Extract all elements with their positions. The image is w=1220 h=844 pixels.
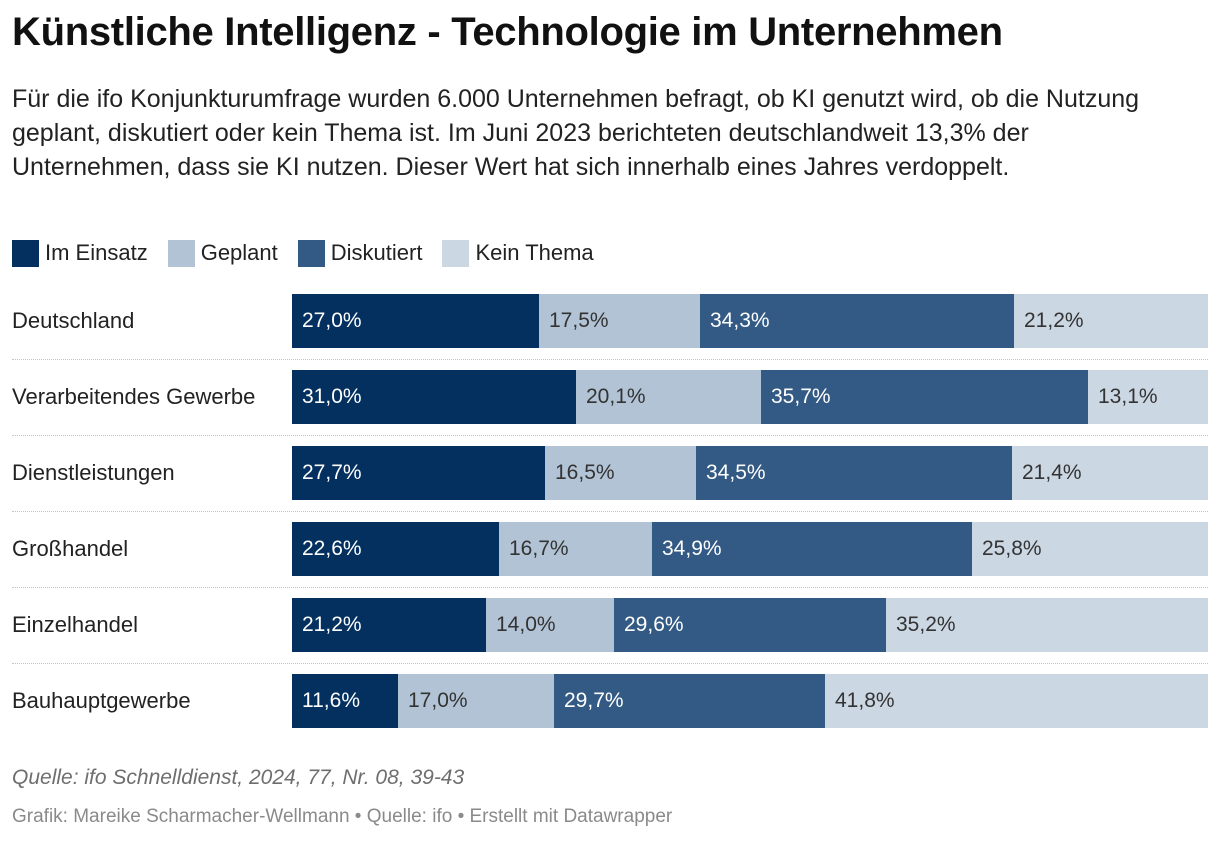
data-label: 21,4% [1022, 461, 1082, 484]
bar-segment: 31,0% [292, 370, 576, 424]
legend-swatch [442, 239, 470, 267]
legend-swatch [12, 239, 39, 267]
bar-segment: 35,2% [886, 598, 1208, 652]
bar-segment: 29,6% [614, 598, 886, 652]
bar-row: Verarbeitendes Gewerbe 31,0% 20,1% 35,7% 13,… [0, 370, 1220, 424]
data-label: 25,8% [982, 537, 1042, 560]
data-label: 13,1% [1098, 385, 1158, 408]
bar-segment: 21,2% [292, 598, 486, 652]
stacked-bar: 21,2% 14,0% 29,6% 35,2% [292, 598, 1208, 652]
bar-row: Großhandel 22,6% 16,7% 34,9% 25,8% [0, 522, 1220, 576]
data-label: 27,0% [302, 309, 362, 332]
stacked-bar: 31,0% 20,1% 35,7% 13,1% [292, 370, 1208, 424]
data-label: 22,6% [302, 537, 362, 560]
bar-segment: 34,3% [700, 294, 1014, 348]
data-label: 29,6% [624, 613, 684, 636]
row-separator [12, 435, 1208, 436]
bar-segment: 11,6% [292, 674, 398, 728]
data-label: 31,0% [302, 385, 362, 408]
category-label: Bauhauptgewerbe [12, 688, 191, 713]
data-label: 14,0% [496, 613, 556, 636]
bar-segment: 25,8% [972, 522, 1208, 576]
legend: Im Einsatz Geplant Diskutiert Kein Thema [12, 238, 614, 268]
legend-label: Im Einsatz [45, 240, 148, 265]
bar-segment: 27,0% [292, 294, 539, 348]
legend-item: Geplant [167, 239, 278, 267]
legend-label: Kein Thema [475, 240, 594, 265]
bar-segment: 14,0% [486, 598, 614, 652]
row-separator [12, 511, 1208, 512]
row-separator [12, 587, 1208, 588]
bar-segment: 16,5% [545, 446, 696, 500]
bar-segment: 21,4% [1012, 446, 1208, 500]
legend-item: Diskutiert [297, 239, 423, 267]
category-label: Dienstleistungen [12, 460, 175, 485]
stacked-bar: 27,7% 16,5% 34,5% 21,4% [292, 446, 1208, 500]
bar-segment: 34,9% [652, 522, 972, 576]
row-separator [12, 359, 1208, 360]
source-note: Quelle: ifo Schnelldienst, 2024, 77, Nr.… [12, 766, 465, 789]
chart-description: Für die ifo Konjunkturumfrage wurden 6.0… [12, 85, 1140, 181]
data-label: 21,2% [302, 613, 362, 636]
bar-segment: 22,6% [292, 522, 499, 576]
data-label: 27,7% [302, 461, 362, 484]
bar-row: Einzelhandel 21,2% 14,0% 29,6% 35,2% [0, 598, 1220, 652]
stacked-bar: 27,0% 17,5% 34,3% 21,2% [292, 294, 1208, 348]
bar-segment: 21,2% [1014, 294, 1208, 348]
bar-segment: 27,7% [292, 446, 545, 500]
bar-segment: 34,5% [696, 446, 1012, 500]
data-label: 16,5% [555, 461, 615, 484]
legend-label: Geplant [200, 240, 278, 265]
category-label: Verarbeitendes Gewerbe [12, 384, 256, 409]
stacked-bar: 11,6% 17,0% 29,7% 41,8% [292, 674, 1208, 728]
bar-segment: 29,7% [554, 674, 825, 728]
data-label: 35,7% [771, 385, 831, 408]
data-label: 17,0% [408, 689, 468, 712]
bar-segment: 41,8% [825, 674, 1208, 728]
bar-segment: 35,7% [761, 370, 1088, 424]
bar-row: Deutschland 27,0% 17,5% 34,3% 21,2% [0, 294, 1220, 348]
bar-row: Bauhauptgewerbe 11,6% 17,0% 29,7% 41,8% [0, 674, 1220, 728]
data-label: 34,9% [662, 537, 722, 560]
bar-segment: 16,7% [499, 522, 652, 576]
data-label: 29,7% [564, 689, 624, 712]
stacked-bar: 22,6% 16,7% 34,9% 25,8% [292, 522, 1208, 576]
bar-segment: 13,1% [1088, 370, 1208, 424]
legend-item: Im Einsatz [12, 239, 148, 267]
bar-segment: 17,5% [539, 294, 700, 348]
credit-line: Grafik: Mareike Scharmacher-Wellmann • Q… [12, 806, 673, 827]
data-label: 34,3% [710, 309, 770, 332]
chart-title: Künstliche Intelligenz - Technologie im … [12, 10, 1003, 54]
legend-swatch [167, 239, 195, 267]
data-label: 16,7% [509, 537, 569, 560]
legend-label: Diskutiert [330, 240, 423, 265]
data-label: 17,5% [549, 309, 609, 332]
category-label: Einzelhandel [12, 612, 138, 637]
data-label: 35,2% [896, 613, 956, 636]
legend-swatch [297, 239, 325, 267]
bar-segment: 20,1% [576, 370, 761, 424]
category-label: Großhandel [12, 536, 129, 561]
data-label: 11,6% [302, 689, 360, 712]
legend-item: Kein Thema [442, 239, 594, 267]
data-label: 21,2% [1024, 309, 1084, 332]
data-label: 20,1% [586, 385, 646, 408]
bar-row: Dienstleistungen 27,7% 16,5% 34,5% 21,4% [0, 446, 1220, 500]
category-label: Deutschland [12, 308, 135, 333]
data-label: 41,8% [835, 689, 895, 712]
row-separator [12, 663, 1208, 664]
bar-segment: 17,0% [398, 674, 554, 728]
data-label: 34,5% [706, 461, 766, 484]
